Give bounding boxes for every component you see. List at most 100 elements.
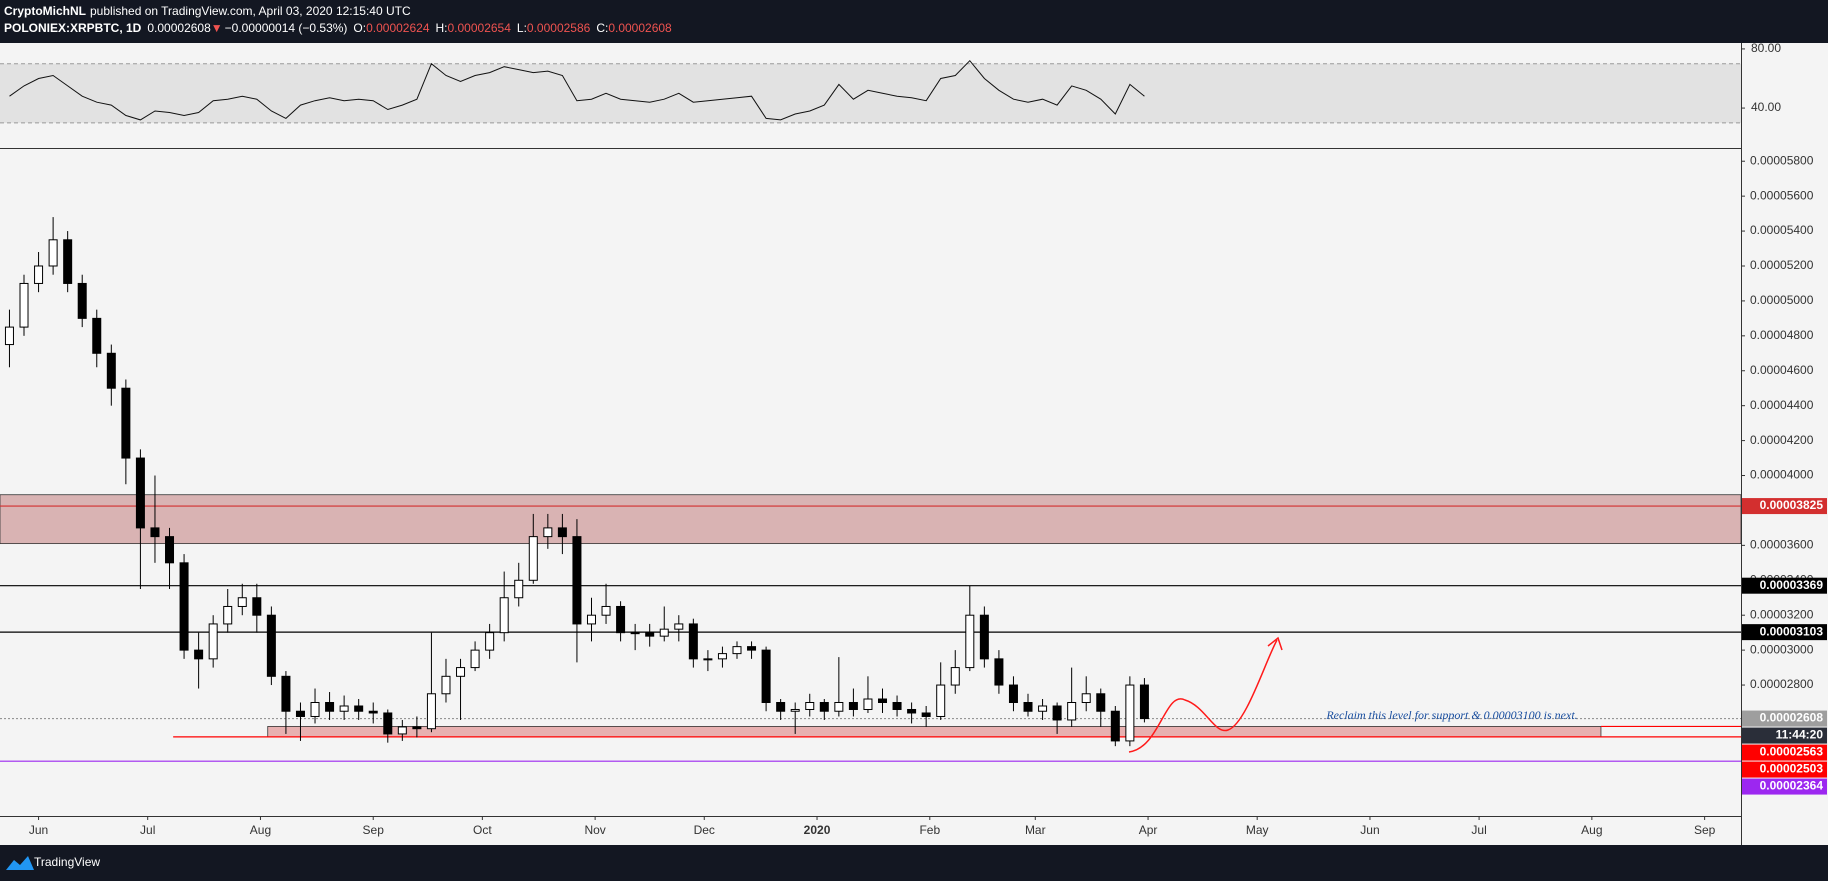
y-tick-label: 0.00003200 xyxy=(1750,607,1814,621)
candle-body xyxy=(645,632,655,637)
candle-body xyxy=(266,614,276,677)
level-label-box xyxy=(1742,498,1827,515)
candle-body xyxy=(514,579,524,599)
low: 0.00002586 xyxy=(527,21,591,35)
level-label-box xyxy=(1742,778,1827,795)
candle-body xyxy=(499,597,509,634)
level-label-box xyxy=(1742,577,1827,594)
y-tick-label: 0.00005000 xyxy=(1750,293,1814,307)
candle-body xyxy=(790,708,800,712)
candle-body xyxy=(863,698,873,710)
candle-body xyxy=(717,653,727,660)
candle-body xyxy=(19,282,29,328)
y-tick-label: 0.00003600 xyxy=(1750,538,1814,552)
candle-body xyxy=(295,710,305,717)
x-tick-label: Apr xyxy=(1139,823,1158,837)
candle-body xyxy=(1125,684,1135,742)
y-tick-label: 0.00005600 xyxy=(1750,188,1814,202)
candle-body xyxy=(1110,710,1120,742)
x-tick-label: Nov xyxy=(584,823,605,837)
candle-body xyxy=(528,536,538,581)
logo-icon xyxy=(6,856,34,870)
candle-body xyxy=(383,712,393,735)
candle-body xyxy=(688,623,698,660)
candle-body xyxy=(426,693,436,730)
change: −0.00000014 (−0.53%) xyxy=(225,21,348,35)
candle-body xyxy=(819,702,829,712)
candle-body xyxy=(805,702,815,710)
candle-body xyxy=(747,646,757,651)
change-arrow: ▼ xyxy=(211,21,223,35)
candle-body xyxy=(194,649,204,660)
candle-body xyxy=(1052,705,1062,721)
candle-body xyxy=(659,628,669,637)
x-tick-label: Sep xyxy=(363,823,385,837)
high-key: H: xyxy=(436,21,448,35)
y-tick-label: 0.00002800 xyxy=(1750,677,1814,691)
y-tick-label: 0.00005200 xyxy=(1750,258,1814,272)
candle-body xyxy=(950,667,960,686)
x-tick-label: Jul xyxy=(140,823,155,837)
candle-body xyxy=(892,702,902,710)
arrow-head xyxy=(1267,636,1283,651)
candle-body xyxy=(397,726,407,735)
candle-body xyxy=(1038,705,1048,712)
candle-body xyxy=(1139,684,1149,720)
y-tick-label: 0.00005400 xyxy=(1750,223,1814,237)
candle-body xyxy=(34,265,44,284)
candle-body xyxy=(936,684,946,717)
candle-body xyxy=(237,597,247,607)
candle-body xyxy=(878,698,888,704)
candle-body xyxy=(761,649,771,704)
last-price: 0.00002608 xyxy=(147,21,211,35)
candle-body xyxy=(485,632,495,651)
y-tick-label: 0.00004200 xyxy=(1750,433,1814,447)
forecast-arrow xyxy=(1128,636,1283,753)
x-tick-label: Aug xyxy=(250,823,271,837)
candle-body xyxy=(179,562,189,651)
countdown-label-box xyxy=(1742,727,1827,744)
candle-body xyxy=(572,536,582,625)
candle-body xyxy=(776,702,786,712)
level-label-box xyxy=(1742,624,1827,641)
candle-body xyxy=(1081,693,1091,704)
zone xyxy=(267,726,1602,738)
candle-body xyxy=(470,649,480,669)
candle-body xyxy=(325,702,335,712)
annotation: Reclaim this level for support & 0.00003… xyxy=(1325,708,1577,722)
candle-body xyxy=(543,527,553,538)
x-tick-label: Jul xyxy=(1471,823,1486,837)
x-tick-label: May xyxy=(1246,823,1269,837)
candle-body xyxy=(456,667,466,677)
x-tick-label: Mar xyxy=(1025,823,1046,837)
level-label: 0.00002503 xyxy=(1760,762,1824,776)
candle-body xyxy=(150,527,160,538)
level-label: 0.00002364 xyxy=(1760,779,1824,793)
candle-body xyxy=(412,726,422,730)
candle-body xyxy=(630,632,640,635)
level-label-box xyxy=(1742,710,1827,727)
chart-area xyxy=(0,43,1828,845)
y-tick-label: 0.00005800 xyxy=(1750,153,1814,167)
candle-body xyxy=(368,710,378,714)
y-tick-label: 0.00003000 xyxy=(1750,642,1814,656)
candle-body xyxy=(1067,702,1077,721)
x-tick-label: Jun xyxy=(29,823,48,837)
candle-body xyxy=(732,646,742,655)
candle-body xyxy=(907,708,917,714)
candle-body xyxy=(601,605,611,616)
candle-body xyxy=(135,457,145,529)
candle-body xyxy=(848,702,858,710)
rsi-line xyxy=(9,59,1145,121)
candle-body xyxy=(310,702,320,717)
candle-body xyxy=(354,705,364,712)
rsi-tick-label: 40.00 xyxy=(1751,100,1781,114)
candle-body xyxy=(1023,702,1033,712)
footer-bar xyxy=(0,845,1828,881)
x-tick-label: Jun xyxy=(1360,823,1379,837)
low-key: L: xyxy=(517,21,527,35)
candle-body xyxy=(165,536,175,564)
candle-body xyxy=(586,614,596,625)
high: 0.00002654 xyxy=(448,21,512,35)
header-line-2: POLONIEX:XRPBTC, 1D 0.00002608▼ −0.0000001… xyxy=(4,21,672,35)
